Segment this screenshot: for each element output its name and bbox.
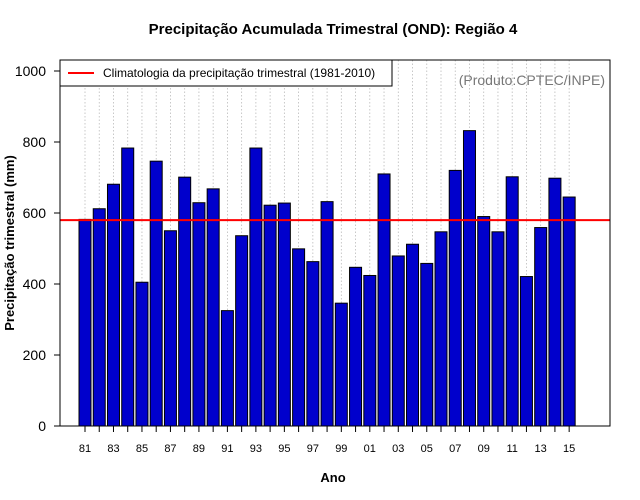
bar-09: [477, 216, 491, 427]
x-axis-label: Ano: [320, 470, 345, 485]
bar-05: [420, 262, 434, 427]
bar-12: [519, 276, 533, 427]
bar-86: [149, 160, 163, 427]
bar-96: [292, 248, 306, 427]
x-tick-label-03: 03: [392, 443, 404, 455]
bar-92: [235, 235, 249, 427]
bar-97: [306, 261, 320, 427]
bar-89: [192, 202, 206, 427]
x-tick-label-93: 93: [250, 443, 262, 455]
bar-08: [462, 130, 476, 427]
y-tick-label-800: 800: [23, 134, 47, 150]
x-tick-label-91: 91: [221, 443, 233, 455]
bar-00: [349, 266, 363, 427]
bar-98: [320, 201, 334, 427]
bar-88: [178, 176, 192, 427]
y-tick-label-600: 600: [23, 205, 47, 221]
bar-82: [92, 208, 106, 427]
bar-91: [220, 310, 234, 427]
bar-81: [78, 218, 92, 427]
x-tick-label-89: 89: [193, 443, 205, 455]
bar-87: [163, 230, 177, 427]
bar-15: [562, 196, 576, 427]
x-tick-label-99: 99: [335, 443, 347, 455]
legend: Climatologia da precipitação trimestral …: [59, 59, 393, 87]
x-axis: 81 83 85 87 89 91 93 95 97 99 01 03 05 07 09 11 13 15: [79, 426, 575, 455]
bar-13: [534, 227, 548, 427]
legend-box: [59, 59, 393, 87]
bars: [78, 130, 576, 427]
bar-01: [363, 274, 377, 427]
bar-02: [377, 173, 391, 427]
bar-03: [391, 255, 405, 427]
x-tick-label-97: 97: [307, 443, 319, 455]
bar-14: [548, 177, 562, 427]
y-tick-label-400: 400: [23, 276, 47, 292]
bar-93: [249, 147, 263, 427]
x-tick-label-05: 05: [421, 443, 433, 455]
bar-04: [406, 243, 420, 427]
x-tick-label-09: 09: [478, 443, 490, 455]
x-tick-label-87: 87: [164, 443, 176, 455]
chart-title: Precipitação Acumulada Trimestral (OND):…: [149, 21, 518, 38]
bar-10: [491, 231, 505, 427]
bar-99: [334, 302, 348, 427]
bar-85: [135, 281, 149, 427]
bar-95: [277, 202, 291, 427]
x-tick-label-83: 83: [107, 443, 119, 455]
x-tick-label-13: 13: [535, 443, 547, 455]
source-annotation: (Produto:CPTEC/INPE): [459, 72, 605, 88]
bar-11: [505, 176, 519, 427]
bar-84: [121, 147, 135, 427]
bar-06: [434, 231, 448, 427]
x-tick-label-85: 85: [136, 443, 148, 455]
bar-90: [206, 188, 220, 427]
x-tick-label-07: 07: [449, 443, 461, 455]
y-tick-label-0: 0: [38, 418, 46, 434]
legend-entry: Climatologia da precipitação trimestral …: [103, 66, 375, 80]
x-tick-label-11: 11: [506, 443, 517, 455]
y-axis: 0 200 400 600 800 1000: [15, 63, 60, 434]
x-tick-label-01: 01: [364, 443, 376, 455]
bar-07: [448, 169, 462, 427]
x-tick-label-81: 81: [79, 443, 91, 455]
y-axis-label: Precipitação trimestral (mm): [2, 155, 17, 331]
bar-94: [263, 204, 277, 427]
x-tick-label-95: 95: [278, 443, 290, 455]
x-tick-label-15: 15: [563, 443, 575, 455]
y-tick-label-200: 200: [23, 347, 47, 363]
y-tick-label-1000: 1000: [15, 63, 46, 79]
